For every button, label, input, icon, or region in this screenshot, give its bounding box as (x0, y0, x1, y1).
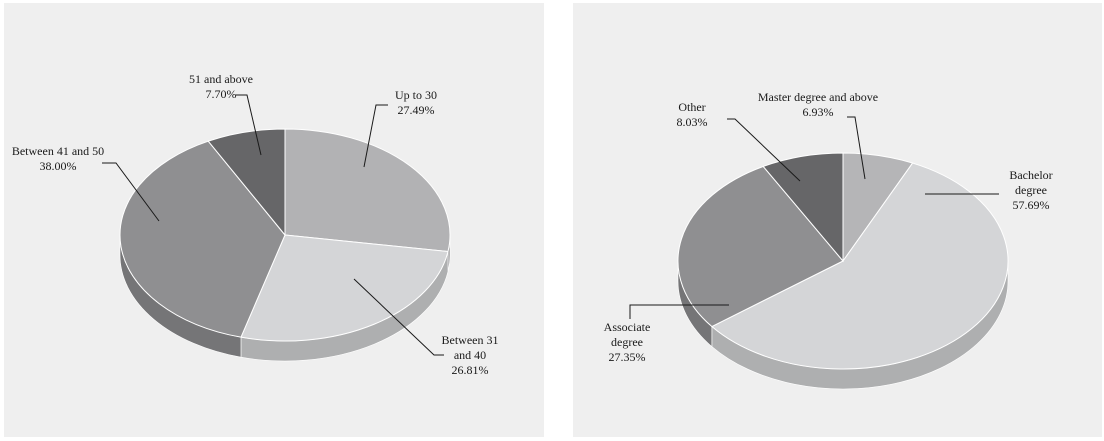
slice-label-age-1: Up to 30 27.49% (395, 88, 437, 117)
slice-label-education-4: Other 8.03% (677, 100, 708, 129)
slice-value-label: 27.49% (398, 103, 435, 117)
slice-category-label: Other (678, 100, 705, 114)
slice-value-label: 27.35% (609, 350, 646, 364)
leader-line-age-2 (353, 278, 444, 356)
pie-chart-education: Master degree and above 6.93%Bachelor degr… (604, 90, 1053, 390)
pie-slice-age-4 (207, 128, 286, 237)
leader-line-age-4 (236, 94, 262, 156)
slice-value-label: 57.69% (1013, 198, 1050, 212)
slice-label-education-1: Master degree and above 6.93% (758, 90, 878, 119)
slice-category-label: Between 31 (442, 333, 499, 347)
slice-label-age-4: 51 and above 7.70% (189, 72, 253, 101)
pie-labels-age: Up to 30 27.49%Between 31 and 40 26.81%Betw… (12, 72, 499, 377)
pie-slice-age-3 (119, 140, 286, 338)
slice-category-label: Associate (604, 320, 651, 334)
pie-slices-age (119, 128, 451, 342)
chart-panel-age: Up to 30 27.49% Between 31 and 40 26.81% Betw… (4, 3, 544, 437)
slice-label-age-2: Between 31 and 40 26.81% (442, 333, 499, 377)
slice-value-label: 8.03% (677, 115, 708, 129)
slice-label-education-2: Bachelor degree 57.69% (1009, 168, 1052, 212)
leader-line-education-4 (727, 118, 801, 182)
leader-line-education-3 (629, 304, 729, 319)
pie-labels-education: Master degree and above 6.93%Bachelor degr… (604, 90, 1053, 364)
pie-slice-age-1 (284, 128, 451, 253)
slice-category-label: Up to 30 (395, 88, 437, 102)
chart-panel-education: Master degree and above 6.93% Bachelor degr… (573, 3, 1102, 437)
slice-category-label: 51 and above (189, 72, 253, 86)
slice-value-label: 26.81% (452, 363, 489, 377)
slice-label-age-3: Between 41 and 50 38.00% (12, 144, 104, 173)
pie-slice-education-3 (677, 165, 844, 328)
slice-value-label: 6.93% (803, 105, 834, 119)
slice-label-education-3: Associate degree 27.35% (604, 320, 651, 364)
leader-line-age-3 (102, 162, 160, 222)
leader-line-education-1 (847, 116, 866, 180)
slice-category-label: Bachelor (1009, 168, 1052, 182)
leader-line-age-1 (363, 104, 388, 168)
slice-category-label: and 40 (454, 348, 486, 362)
pie-slice-education-2 (710, 162, 1009, 370)
pie-slices-education (677, 152, 1009, 370)
pie-chart-age: Up to 30 27.49%Between 31 and 40 26.81%Betw… (12, 72, 499, 377)
pie-slice-age-2 (240, 234, 449, 342)
slice-category-label: Master degree and above (758, 90, 878, 104)
slice-value-label: 7.70% (206, 87, 237, 101)
slice-category-label: degree (1015, 183, 1047, 197)
slice-category-label: Between 41 and 50 (12, 144, 104, 158)
pie-slice-education-4 (762, 152, 844, 263)
slice-category-label: degree (611, 335, 643, 349)
slice-value-label: 38.00% (40, 159, 77, 173)
